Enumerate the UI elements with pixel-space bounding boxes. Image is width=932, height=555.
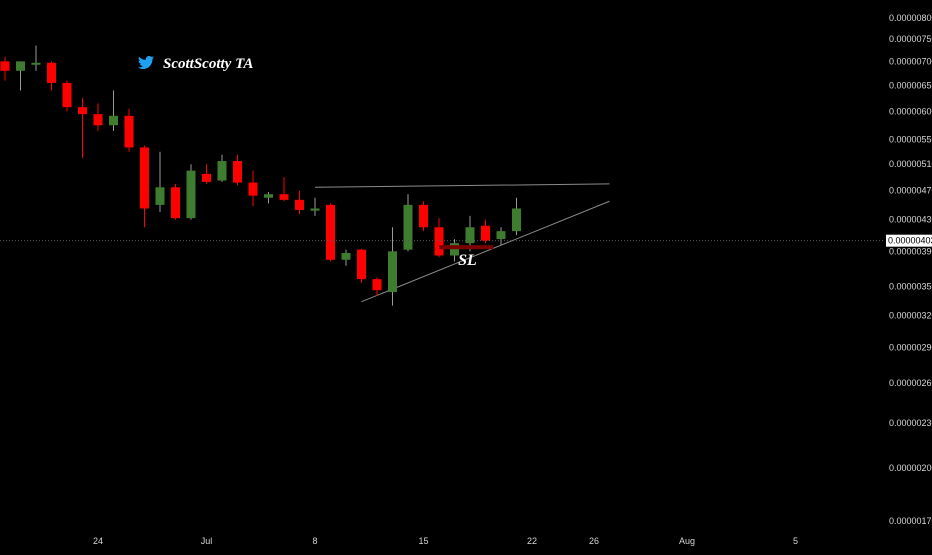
time-axis[interactable]: 1724Jul8152226Aug5: [0, 536, 798, 546]
time-tick-label: 8: [312, 536, 317, 546]
candle-body: [109, 115, 118, 126]
candle-body: [310, 208, 320, 211]
price-tick-label: 0.00000200: [889, 463, 932, 473]
candle-body: [341, 253, 351, 260]
candle-body: [155, 187, 165, 205]
price-tick-label: 0.00000700: [889, 56, 932, 66]
price-tick-label: 0.00000470: [889, 186, 932, 196]
price-tick-label: 0.00000350: [889, 281, 932, 291]
current-price-label: 0.00000403: [888, 236, 932, 246]
price-tick-label: 0.00000750: [889, 34, 932, 44]
price-tick-label: 0.00000230: [889, 418, 932, 428]
candle-body: [233, 161, 242, 183]
trendline-resistance: [314, 183, 610, 188]
candle-layer: [0, 45, 521, 306]
time-tick-label: Jul: [201, 536, 213, 546]
time-tick-label: 26: [589, 536, 599, 546]
price-tick-label: 0.00000290: [889, 343, 932, 353]
time-tick-label: Aug: [679, 536, 695, 546]
trendline-support: [361, 200, 610, 303]
time-tick-label: 24: [93, 536, 103, 546]
price-tick-label: 0.00000510: [889, 159, 932, 169]
price-tick-label: 0.00000550: [889, 135, 932, 145]
candle-body: [16, 61, 25, 71]
time-tick-label: 5: [793, 536, 798, 546]
candle-body: [202, 173, 211, 182]
candle-body: [47, 62, 56, 83]
price-tick-label: 0.00000260: [889, 378, 932, 388]
candle-body: [403, 204, 413, 250]
candle-body: [372, 279, 382, 291]
price-tick-label: 0.00000170: [889, 516, 932, 526]
candle-body: [388, 251, 397, 293]
time-tick-label: 22: [527, 536, 537, 546]
candle-body: [295, 199, 304, 210]
price-tick-label: 0.00000650: [889, 80, 932, 90]
candle-body: [326, 204, 335, 260]
candle-body: [140, 147, 149, 209]
candle-body: [31, 62, 41, 65]
watermark-text: ScottScotty TA: [163, 56, 253, 72]
price-axis[interactable]: 0.00000800 0.00000750 0.00000700 0.00000650…: [889, 13, 932, 526]
candle-body: [248, 182, 258, 196]
candle-body: [62, 82, 72, 108]
stop-loss-label: SL: [458, 252, 477, 269]
candle-body: [93, 114, 103, 126]
current-price-marker: 0.00000403: [0, 234, 932, 247]
current-price-label-bg: [886, 234, 932, 247]
annotation-layer: SL: [439, 245, 494, 269]
candle-body: [264, 194, 273, 198]
candle-body: [279, 194, 289, 200]
stop-loss-bar: [439, 245, 494, 250]
candle-body: [78, 107, 87, 115]
candle-body: [512, 208, 521, 232]
candle-body: [450, 243, 459, 256]
trendline-layer: [314, 183, 610, 303]
price-tick-label: 0.00000800: [889, 13, 932, 23]
price-tick-label: 0.00000430: [889, 215, 932, 225]
candle-body: [465, 227, 475, 244]
candle-body: [186, 170, 196, 219]
price-tick-label: 0.00000600: [889, 106, 932, 116]
candle-body: [357, 249, 366, 280]
time-tick-label: 15: [418, 536, 428, 546]
candle-body: [434, 227, 444, 256]
watermark: ScottScotty TA: [137, 56, 253, 72]
twitter-bird-icon: [137, 56, 155, 69]
price-tick-label: 0.00000320: [889, 311, 932, 321]
candle-body: [217, 161, 227, 181]
candle-body: [496, 231, 506, 240]
candle-body: [419, 204, 428, 228]
candle-body: [171, 187, 180, 219]
candle-body: [481, 225, 490, 241]
candle-body: [0, 61, 10, 71]
price-tick-label: 0.00000390: [889, 246, 932, 256]
candle-body: [124, 115, 134, 148]
